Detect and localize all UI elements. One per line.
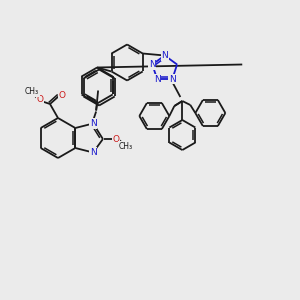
Text: CH₃: CH₃: [119, 142, 133, 151]
Text: N: N: [90, 148, 97, 157]
Text: O: O: [58, 91, 65, 100]
Text: N: N: [169, 74, 176, 83]
Text: N: N: [154, 74, 160, 83]
Text: O: O: [112, 134, 119, 143]
Text: N: N: [161, 51, 168, 60]
Text: N: N: [149, 60, 156, 69]
Text: N: N: [90, 119, 97, 128]
Text: O: O: [37, 95, 44, 104]
Text: CH₃: CH₃: [25, 88, 39, 97]
